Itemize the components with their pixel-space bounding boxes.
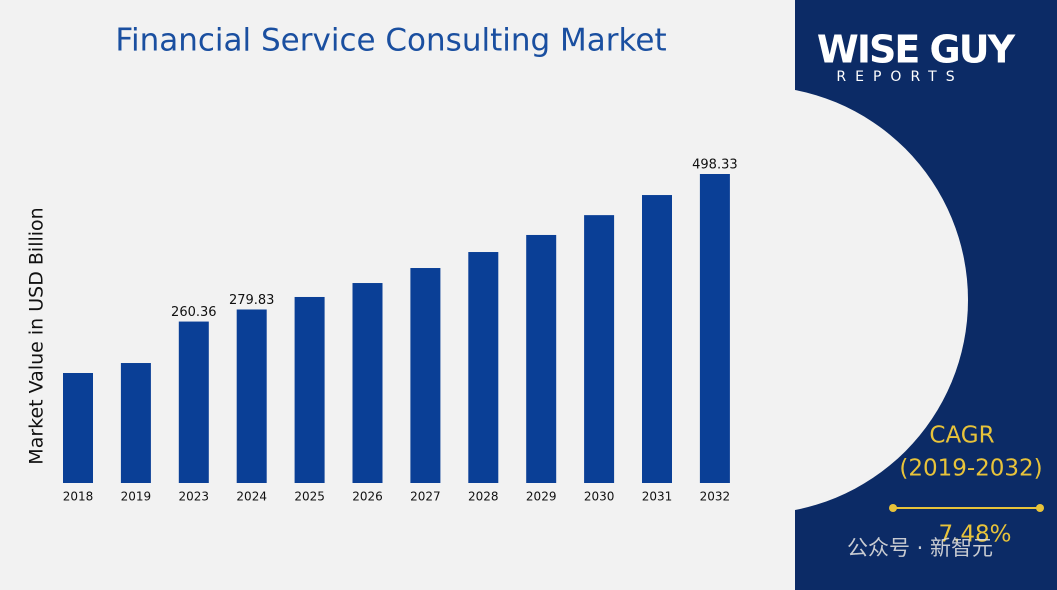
bar (178, 321, 209, 483)
cagr-value: 7.48% (938, 522, 1011, 548)
data-label: 260.36 (171, 305, 217, 320)
divider-dot (889, 504, 897, 512)
x-tick-label: 2019 (121, 490, 152, 504)
data-label: 279.83 (229, 293, 275, 308)
bar (294, 296, 325, 483)
divider-dot (1036, 504, 1044, 512)
x-tick-label: 2030 (584, 490, 615, 504)
bar (410, 268, 441, 483)
x-tick-label: 2018 (63, 490, 94, 504)
watermark: 公众号 · 新智元 (847, 536, 993, 560)
x-tick-label: 2023 (179, 490, 210, 504)
x-tick-label: 2032 (700, 490, 731, 504)
x-tick-label: 2024 (236, 490, 267, 504)
bar (63, 372, 93, 483)
chart-title: Financial Service Consulting Market (115, 23, 666, 59)
x-tick-label: 2028 (468, 490, 499, 504)
x-tick-label: 2031 (642, 490, 673, 504)
data-label: 498.33 (692, 158, 738, 173)
x-tick-label: 2026 (352, 490, 383, 504)
y-axis-label: Market Value in USD Billion (26, 207, 48, 464)
bar (584, 215, 615, 483)
bar (526, 234, 557, 483)
cagr-period: (2019-2032) (899, 456, 1042, 482)
logo-main: WISE GUY (817, 28, 1016, 72)
bar (352, 283, 383, 483)
bar (120, 363, 151, 483)
x-tick-label: 2025 (294, 490, 325, 504)
bar (468, 252, 499, 483)
logo-sub: REPORTS (836, 69, 963, 85)
x-tick-label: 2027 (410, 490, 441, 504)
bar (236, 309, 267, 483)
x-tick-label: 2029 (526, 490, 557, 504)
cagr-title: CAGR (929, 423, 994, 449)
bar (642, 195, 672, 484)
bar (699, 174, 730, 483)
